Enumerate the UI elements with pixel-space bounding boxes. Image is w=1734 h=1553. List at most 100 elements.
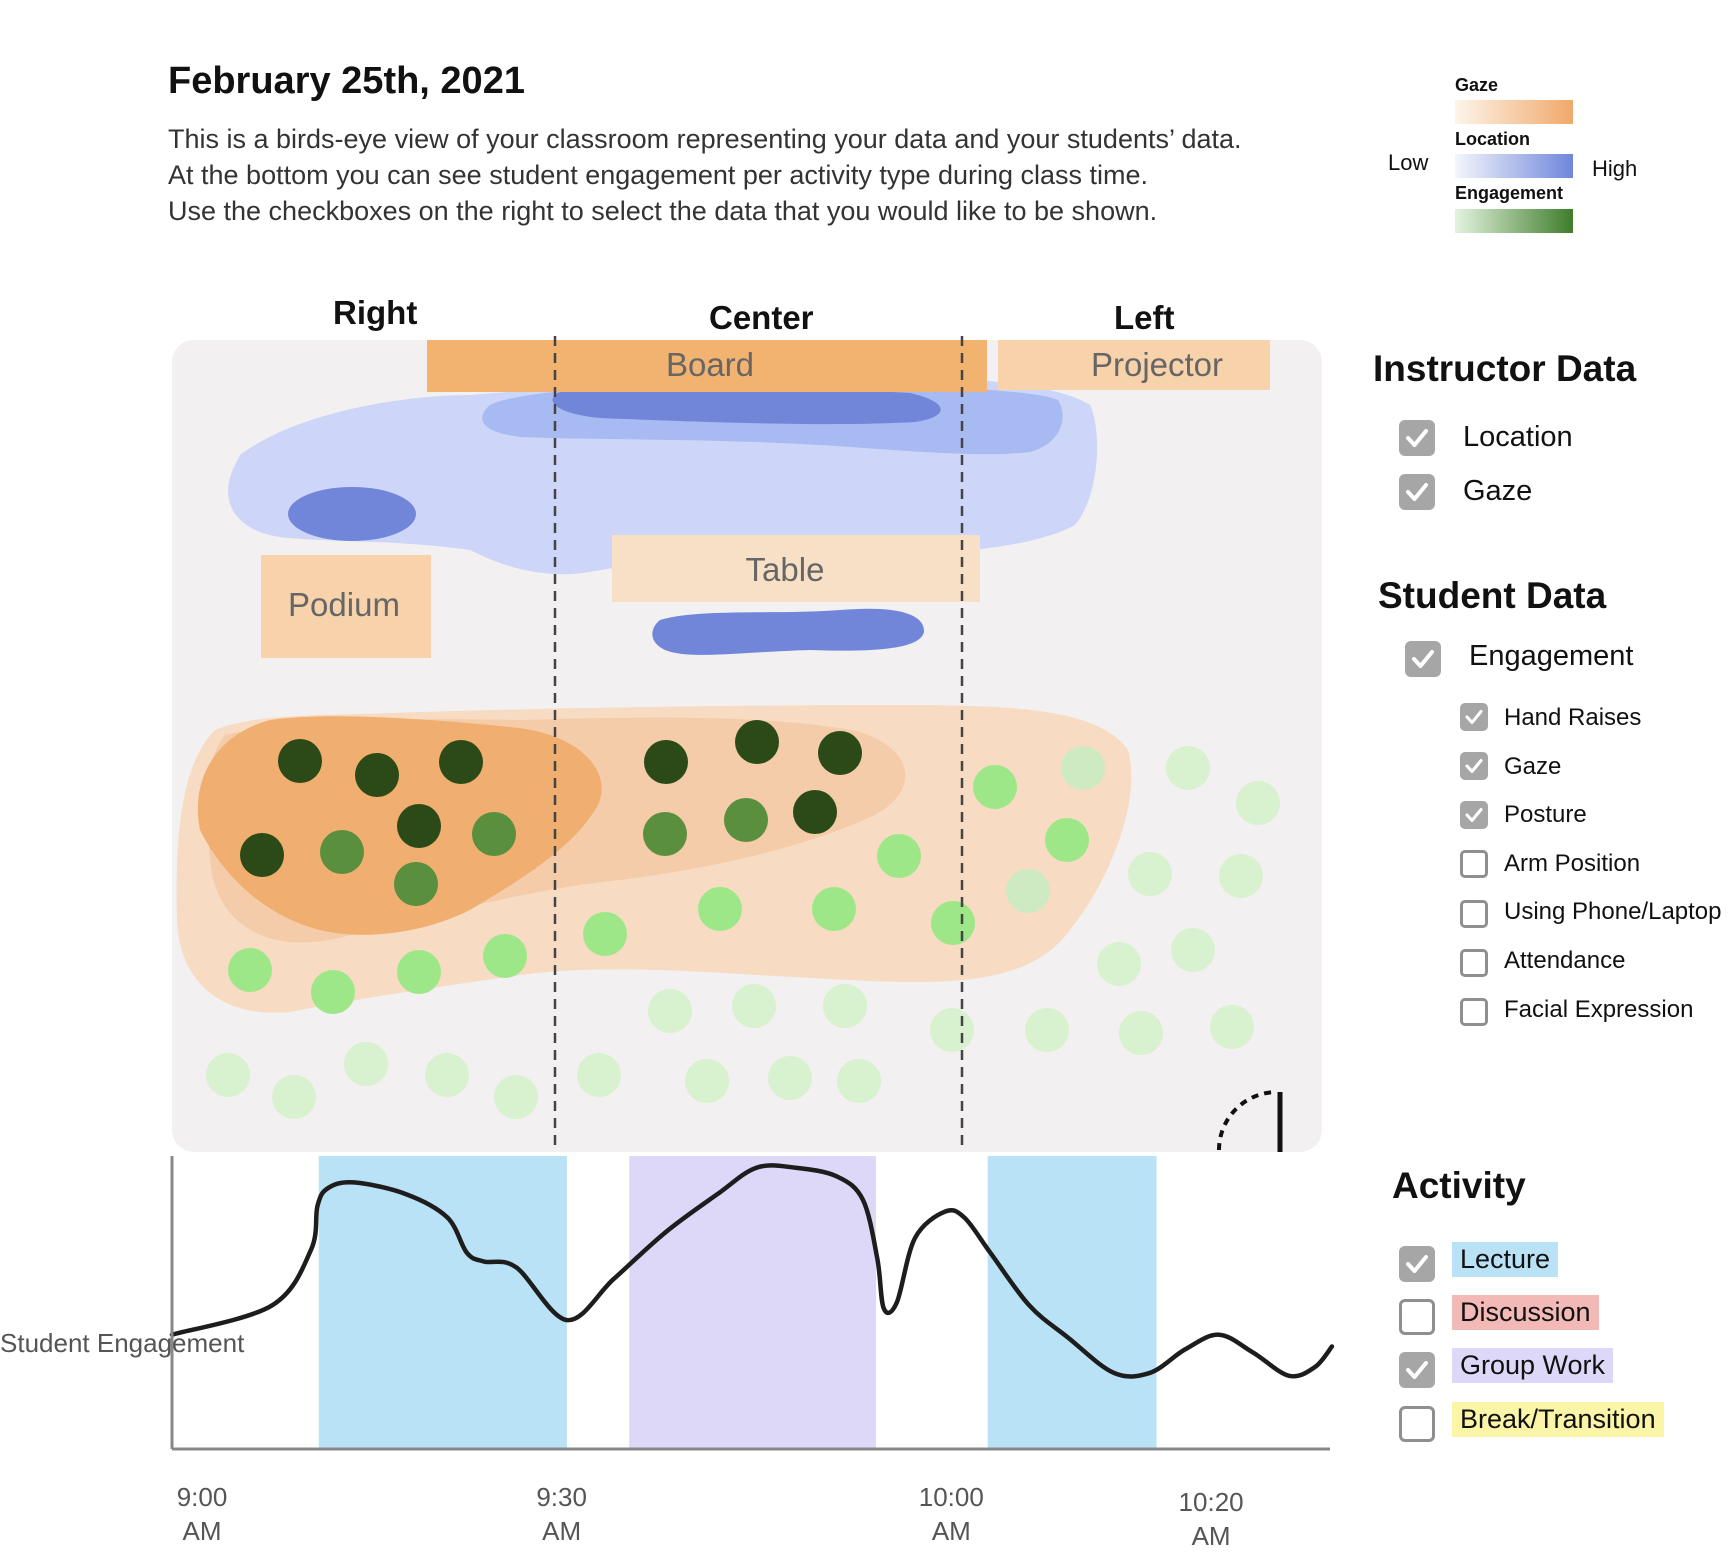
student-dot [685,1059,729,1103]
legend-low-label: Low [1388,150,1429,175]
legend-location-label: Location [1455,129,1530,149]
student-dots [206,720,1280,1119]
student-dot [472,812,516,856]
student-dot [877,834,921,878]
instructor-location-checkbox[interactable] [1399,420,1435,456]
using-phone-laptop-checkbox[interactable] [1460,900,1488,928]
y-axis-label: Student Engagement [0,1328,245,1358]
attendance-label: Attendance [1504,947,1626,974]
student-engagement-checkbox[interactable] [1405,641,1441,677]
student-engagement-label: Engagement [1469,640,1634,672]
student-dot [648,989,692,1033]
student-dot [1128,852,1172,896]
legend-location-gradient [1455,154,1573,178]
student-dot [394,862,438,906]
student-dot [439,740,483,784]
activity-band-group-work [629,1156,876,1449]
instructor-location-hotspot-table [652,608,925,655]
student-dot [644,740,688,784]
student-dot [812,887,856,931]
student-gaze-checkbox[interactable] [1460,752,1488,780]
student-dot [272,1075,316,1119]
student-dot [793,790,837,834]
attendance-checkbox[interactable] [1460,949,1488,977]
student-dot [818,731,862,775]
lecture-checkbox[interactable] [1399,1246,1435,1282]
student-dot [320,830,364,874]
student-dot [1025,1008,1069,1052]
description-line-3: Use the checkboxes on the right to selec… [168,196,1158,226]
board [427,340,987,392]
page-title: February 25th, 2021 [168,60,525,102]
student-dot [1210,1005,1254,1049]
engagement-series-line [169,1163,1335,1379]
student-dot [240,833,284,877]
student-dot [397,804,441,848]
instructor-location-hotspot-podium [288,487,416,541]
break-transition-checkbox[interactable] [1399,1406,1435,1442]
activity-title: Activity [1392,1165,1526,1206]
legend-engagement-label: Engagement [1455,183,1564,203]
using-phone-laptop-label: Using Phone/Laptop [1504,898,1722,925]
student-dot [577,1053,621,1097]
student-dot [1097,942,1141,986]
group-work-label: Group Work [1452,1348,1614,1383]
student-dot [1219,854,1263,898]
student-dot [1006,869,1050,913]
student-dot [425,1053,469,1097]
student-dot [1045,818,1089,862]
student-dot [1171,928,1215,972]
table [612,535,980,602]
student-dot [837,1059,881,1103]
student-dot [643,812,687,856]
student-dot [732,984,776,1028]
podium [261,555,431,658]
region-label-center: Center [709,299,814,336]
student-dot [768,1056,812,1100]
region-label-right: Right [333,294,418,331]
arm-position-checkbox[interactable] [1460,850,1488,878]
student-dot [206,1053,250,1097]
legend-gaze-label: Gaze [1455,75,1499,95]
group-work-checkbox[interactable] [1399,1352,1435,1388]
instructor-gaze-checkbox[interactable] [1399,474,1435,510]
student-dot [698,887,742,931]
student-dot [1236,781,1280,825]
student-dot [1166,746,1210,790]
student-dot [494,1075,538,1119]
description-line-1: This is a birds-eye view of your classro… [168,124,1242,154]
instructor-data-title: Instructor Data [1373,348,1637,389]
instructor-location-label: Location [1463,421,1573,453]
student-dot [1119,1011,1163,1055]
activity-bands [318,1156,1157,1449]
posture-checkbox[interactable] [1460,801,1488,829]
board-label: Board [666,346,754,383]
table-label: Table [746,551,825,588]
region-label-left: Left [1114,299,1175,336]
discussion-checkbox[interactable] [1399,1299,1435,1335]
instructor-gaze-label: Gaze [1463,475,1533,507]
legend-high-label: High [1592,156,1638,181]
door-icon [1217,1090,1283,1152]
hand-raises-label: Hand Raises [1504,704,1642,731]
student-dot [397,950,441,994]
student-dot [1061,746,1105,790]
description-line-2: At the bottom you can see student engage… [168,160,1149,190]
legend-gaze-gradient [1455,100,1573,124]
break-transition-label: Break/Transition [1452,1402,1664,1437]
activity-band-lecture [318,1156,567,1449]
student-dot [355,753,399,797]
student-dot [724,798,768,842]
student-dot [228,948,272,992]
student-dot [344,1042,388,1086]
hand-raises-checkbox[interactable] [1460,703,1488,731]
student-dot [583,912,627,956]
activity-band-lecture [987,1156,1157,1449]
instructor-location-hotspot-board [552,386,941,425]
facial-expression-checkbox[interactable] [1460,998,1488,1026]
x-tick-label: 10:20 AM [1178,1487,1244,1551]
projector [998,340,1270,390]
x-tick-label: 9:00 AM [176,1482,228,1546]
